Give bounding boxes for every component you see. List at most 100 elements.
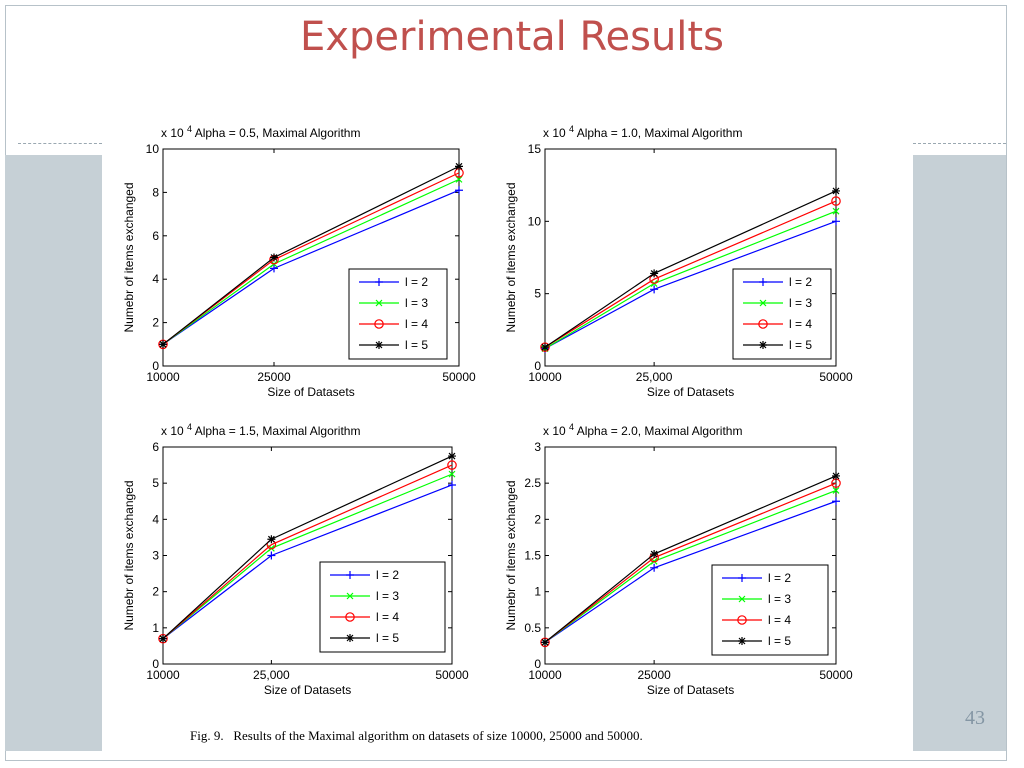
y-tick-label: 6 bbox=[152, 440, 159, 454]
x-tick-label: 10000 bbox=[146, 668, 180, 682]
data-point bbox=[267, 551, 276, 560]
x-tick-label: 25,000 bbox=[636, 370, 673, 384]
legend-marker bbox=[346, 571, 354, 579]
legend-marker bbox=[375, 341, 383, 349]
legend-marker bbox=[345, 612, 355, 622]
data-point bbox=[540, 342, 550, 352]
series-l-4 bbox=[158, 460, 457, 644]
data-point bbox=[832, 471, 840, 480]
legend-label: l = 4 bbox=[405, 317, 428, 331]
legend-marker bbox=[759, 341, 767, 349]
y-tick-label: 2 bbox=[534, 512, 541, 526]
legend-box bbox=[348, 268, 448, 360]
data-point bbox=[541, 343, 549, 352]
legend: l = 2 l = 3 l = 4 l = 5 bbox=[319, 561, 446, 653]
axis-multiplier-exponent: 4 bbox=[569, 124, 574, 134]
chart-title-text: Alpha = 2.0, Maximal Algorithm bbox=[574, 424, 742, 438]
y-tick-label: 4 bbox=[152, 272, 159, 286]
data-point bbox=[541, 638, 549, 647]
legend-label: l = 4 bbox=[376, 610, 399, 624]
data-point bbox=[832, 207, 840, 215]
x-tick-label: 25000 bbox=[257, 370, 291, 384]
legend-marker bbox=[758, 319, 768, 329]
axis-multiplier: x 10 bbox=[543, 424, 569, 438]
legend-marker bbox=[759, 299, 767, 307]
y-axis-label: Numebr of items exchanged bbox=[504, 182, 518, 332]
chart-panel-3: 0 1 2 3 4 5 6 10000 25,000 50000 x 10 4 Alpha = 1.… bbox=[122, 422, 469, 697]
chart-panel-1: 0 2 4 6 8 10 10000 25000 50000 x 10 4 Alpha = 0.5… bbox=[122, 124, 476, 399]
y-tick-label: 0 bbox=[534, 657, 541, 671]
right-decor-band bbox=[913, 155, 1006, 751]
legend-marker bbox=[346, 592, 354, 600]
legend-marker bbox=[759, 278, 767, 286]
chart-title-text: Alpha = 1.0, Maximal Algorithm bbox=[574, 126, 742, 140]
data-point bbox=[455, 175, 463, 183]
y-tick-label: 6 bbox=[152, 229, 159, 243]
y-axis-label: Numebr of items exchanged bbox=[122, 182, 136, 332]
slide-title: Experimental Results bbox=[300, 14, 724, 60]
legend-marker bbox=[374, 319, 384, 329]
data-point bbox=[447, 460, 457, 470]
legend-marker bbox=[738, 574, 746, 582]
y-tick-label: 1 bbox=[534, 585, 541, 599]
legend: l = 2 l = 3 l = 4 l = 5 bbox=[711, 564, 829, 656]
legend-label: l = 3 bbox=[405, 296, 428, 310]
x-tick-label: 50000 bbox=[819, 370, 853, 384]
chart-title: x 10 4 Alpha = 0.5, Maximal Algorithm bbox=[161, 124, 360, 140]
legend-label: l = 3 bbox=[376, 589, 399, 603]
data-point bbox=[448, 470, 456, 478]
y-tick-label: 3 bbox=[534, 440, 541, 454]
data-point bbox=[270, 264, 278, 273]
y-tick-label: 15 bbox=[528, 142, 542, 156]
y-axis-label: Numebr of items exchanged bbox=[122, 480, 136, 630]
legend-label: l = 2 bbox=[768, 571, 791, 585]
x-tick-label: 25,000 bbox=[253, 668, 290, 682]
page-number: 43 bbox=[965, 707, 985, 729]
data-point bbox=[832, 186, 840, 195]
series-l-5 bbox=[159, 162, 463, 349]
data-point bbox=[831, 196, 841, 206]
data-point bbox=[650, 285, 659, 294]
y-tick-label: 10 bbox=[528, 214, 542, 228]
data-point bbox=[455, 186, 463, 195]
left-decor-band bbox=[5, 155, 102, 751]
chart-title-text: Alpha = 0.5, Maximal Algorithm bbox=[192, 126, 360, 140]
x-tick-label: 10000 bbox=[528, 668, 562, 682]
data-point bbox=[455, 162, 463, 171]
data-point bbox=[832, 497, 840, 506]
chart-title: x 10 4 Alpha = 2.0, Maximal Algorithm bbox=[543, 422, 742, 438]
x-tick-label: 10000 bbox=[146, 370, 180, 384]
legend-box bbox=[732, 268, 832, 360]
data-point bbox=[158, 633, 168, 644]
legend-label: l = 3 bbox=[789, 296, 812, 310]
x-tick-label: 25000 bbox=[637, 668, 671, 682]
legend: l = 2 l = 3 l = 4 l = 5 bbox=[732, 268, 832, 360]
x-axis-label: Size of Datasets bbox=[647, 385, 734, 399]
data-point bbox=[650, 550, 659, 559]
y-tick-label: 3 bbox=[152, 549, 159, 563]
y-tick-label: 1.5 bbox=[524, 549, 541, 563]
data-point bbox=[650, 563, 659, 572]
axis-multiplier-exponent: 4 bbox=[187, 124, 192, 134]
legend-label: l = 2 bbox=[789, 275, 812, 289]
legend-box bbox=[319, 561, 446, 653]
y-tick-label: 10 bbox=[146, 142, 160, 156]
y-tick-label: 5 bbox=[152, 476, 159, 490]
x-tick-label: 10000 bbox=[528, 370, 562, 384]
y-tick-label: 1 bbox=[152, 621, 159, 635]
legend-label: l = 4 bbox=[768, 613, 791, 627]
y-tick-label: 0.5 bbox=[524, 621, 541, 635]
data-point bbox=[448, 452, 456, 461]
legend-label: l = 3 bbox=[768, 592, 791, 606]
x-axis-label: Size of Datasets bbox=[267, 385, 354, 399]
left-dashed-rule bbox=[18, 143, 102, 144]
y-axis-label: Numebr of items exchanged bbox=[504, 480, 518, 630]
x-tick-label: 50000 bbox=[442, 370, 476, 384]
data-point bbox=[159, 340, 167, 349]
chart-panel-4: 0 0.5 1 1.5 2 2.5 3 10000 25000 50000 x 10 4 Alpha… bbox=[504, 422, 853, 697]
series-l-5 bbox=[541, 186, 840, 352]
legend-marker bbox=[375, 299, 383, 307]
legend-label: l = 2 bbox=[405, 275, 428, 289]
series-l-5 bbox=[159, 452, 456, 643]
legend-label: l = 5 bbox=[768, 634, 791, 648]
